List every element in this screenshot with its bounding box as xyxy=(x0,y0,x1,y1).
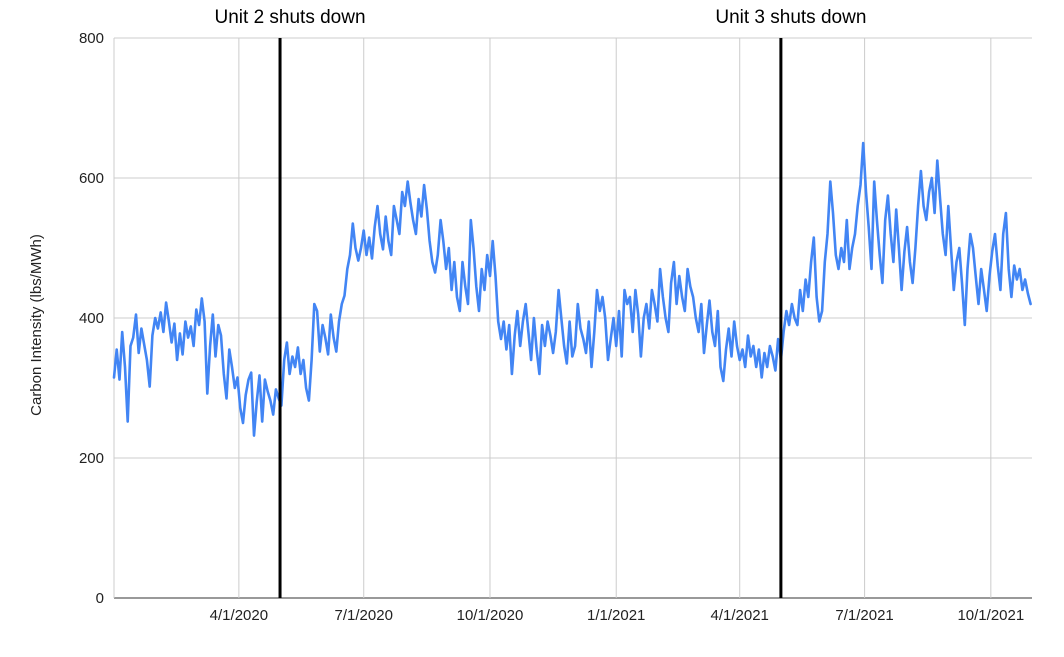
x-tick-label: 1/1/2021 xyxy=(587,607,645,624)
x-tick-label: 10/1/2021 xyxy=(957,607,1024,624)
grid-layer xyxy=(113,37,1032,599)
y-tick-label: 0 xyxy=(96,590,104,607)
series-layer xyxy=(112,141,1032,437)
x-tick-label: 4/1/2021 xyxy=(711,607,769,624)
y-tick-label: 800 xyxy=(79,30,104,47)
annotation-layer: Unit 2 shuts down Unit 3 shuts down xyxy=(215,7,866,598)
series-line xyxy=(112,141,1032,437)
y-tick-labels: 0 200 400 600 800 xyxy=(79,30,104,607)
annotation-label: Unit 2 shuts down xyxy=(215,7,366,28)
y-tick-label: 600 xyxy=(79,170,104,187)
x-tick-labels: 4/1/2020 7/1/2020 10/1/2020 1/1/2021 4/1/202… xyxy=(210,607,1025,624)
y-tick-label: 400 xyxy=(79,310,104,327)
x-tick-label: 7/1/2021 xyxy=(835,607,893,624)
y-axis-title: Carbon Intensity (lbs/MWh) xyxy=(28,234,45,416)
x-tick-label: 4/1/2020 xyxy=(210,607,268,624)
x-tick-label: 10/1/2020 xyxy=(457,607,524,624)
x-tick-label: 7/1/2020 xyxy=(335,607,393,624)
annotation-label: Unit 3 shuts down xyxy=(715,7,866,28)
y-tick-label: 200 xyxy=(79,450,104,467)
